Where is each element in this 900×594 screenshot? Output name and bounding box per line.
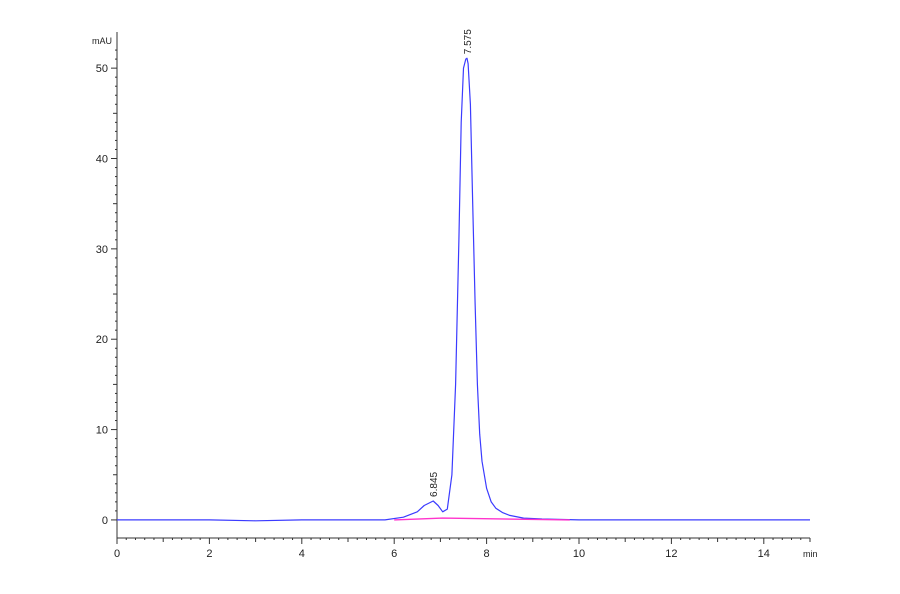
x-tick-label: 0 [114, 548, 120, 560]
signal-trace [117, 57, 810, 522]
traces [117, 57, 810, 522]
y-tick-label: 30 [96, 244, 108, 256]
x-tick-label: 4 [299, 548, 305, 560]
x-tick-label: 6 [391, 548, 397, 560]
y-tick-label: 40 [96, 154, 108, 166]
y-tick-label: 50 [96, 63, 108, 75]
peak-retention-label: 6.845 [429, 471, 440, 496]
baseline-trace [394, 517, 570, 521]
peak-retention-label: 7.575 [463, 29, 474, 54]
axes: 0 10 20 30 40 50 0 2 4 6 8 10 12 14 mAU min [92, 32, 818, 560]
x-tick-label: 12 [665, 548, 677, 560]
y-tick-label: 0 [102, 515, 108, 527]
x-tick-label: 2 [206, 548, 212, 560]
y-tick-label: 10 [96, 425, 108, 437]
peak-labels: 6.845 7.575 [429, 29, 474, 497]
x-axis-unit-label: min [803, 549, 818, 559]
y-axis-unit-label: mAU [92, 36, 112, 46]
y-tick-label: 20 [96, 334, 108, 346]
x-tick-label: 8 [484, 548, 490, 560]
x-tick-label: 10 [573, 548, 585, 560]
x-tick-label: 14 [758, 548, 770, 560]
